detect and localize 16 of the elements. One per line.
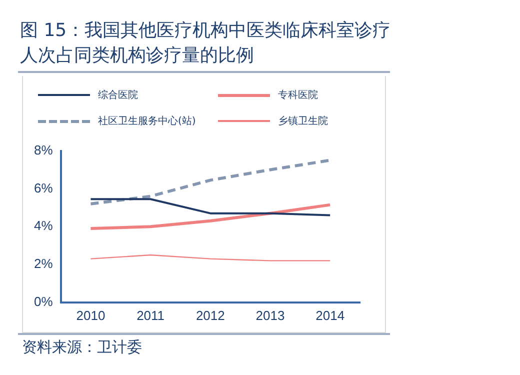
y-tick-label: 6% <box>34 180 54 196</box>
chart-title: 图 15：我国其他医疗机构中医类临床科室诊疗人次占同类机构诊疗量的比例 <box>20 19 392 68</box>
x-tick-label: 2011 <box>136 308 165 323</box>
x-tick-label: 2014 <box>316 308 345 323</box>
legend-label: 乡镇卫生院 <box>278 114 328 128</box>
x-tick-label: 2012 <box>196 308 225 323</box>
x-tick-label: 2010 <box>76 308 106 323</box>
text: 资料来源：卫计委 <box>22 338 142 357</box>
legend-label: 社区卫生服务中心(站) <box>98 114 196 128</box>
y-tick-label: 2% <box>34 256 54 272</box>
y-tick-label: 0% <box>34 294 54 309</box>
x-tick-label: 2013 <box>256 308 285 323</box>
legend-label: 专科医院 <box>278 88 318 102</box>
y-tick-label: 8% <box>34 142 54 158</box>
legend-label: 综合医院 <box>98 88 138 102</box>
y-tick-label: 4% <box>34 218 54 234</box>
